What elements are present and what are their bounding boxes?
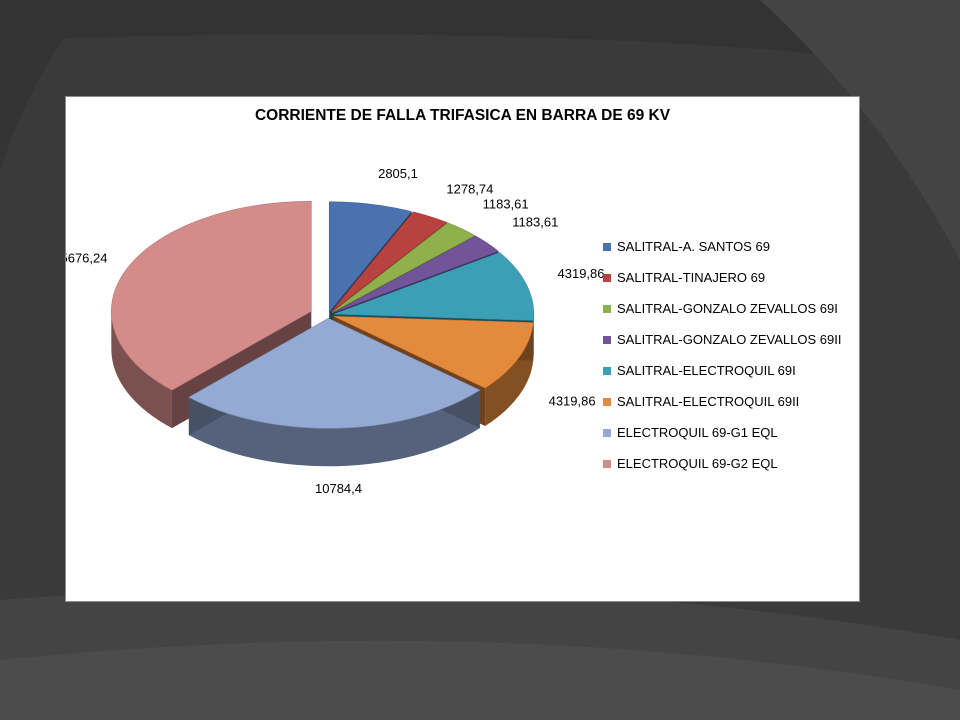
legend-swatch <box>603 304 611 313</box>
pie-slice-salitral-gonzalo-zevallos-69i <box>331 222 476 313</box>
legend-swatch <box>603 335 611 344</box>
legend-swatch <box>603 242 611 251</box>
pie-chart: 2805,11278,741183,611183,614319,864319,8… <box>66 166 605 496</box>
pie-slice-outer-wall <box>188 390 480 467</box>
legend-item-electroquil-69-g1-eql: ELECTROQUIL 69-G1 EQL <box>603 417 841 448</box>
legend-label: ELECTROQUIL 69-G2 EQL <box>617 456 778 471</box>
pie-slice-salitral-a-santos-69 <box>328 201 413 313</box>
legend-label: SALITRAL-A. SANTOS 69 <box>617 239 770 254</box>
legend-item-salitral-tinajero-69: SALITRAL-TINAJERO 69 <box>603 262 841 293</box>
data-label-salitral-tinajero-69: 1278,74 <box>446 182 493 197</box>
pie-slice-electroquil-69-g2-eql <box>111 200 312 391</box>
pie-slice-salitral-gonzalo-zevallos-69ii <box>332 235 499 314</box>
data-label-electroquil-69-g1-eql: 10784,4 <box>315 481 362 496</box>
chart-title: CORRIENTE DE FALLA TRIFASICA EN BARRA DE… <box>254 107 671 124</box>
data-label-salitral-gonzalo-zevallos-69i: 1183,61 <box>483 197 529 212</box>
legend-label: SALITRAL-GONZALO ZEVALLOS 69I <box>617 301 838 316</box>
chart-area: CORRIENTE DE FALLA TRIFASICA EN BARRA DE… <box>65 96 860 602</box>
legend-label: SALITRAL-GONZALO ZEVALLOS 69II <box>617 332 842 347</box>
legend-item-salitral-a-santos-69: SALITRAL-A. SANTOS 69 <box>603 231 841 262</box>
legend-item-salitral-gonzalo-zevallos-69i: SALITRAL-GONZALO ZEVALLOS 69I <box>603 293 841 324</box>
data-label-salitral-gonzalo-zevallos-69ii: 1183,61 <box>512 214 558 229</box>
legend-label: SALITRAL-ELECTROQUIL 69I <box>617 363 796 378</box>
chart-legend: SALITRAL-A. SANTOS 69 SALITRAL-TINAJERO 6… <box>603 231 841 479</box>
data-label-salitral-electroquil-69i: 4319,86 <box>558 266 605 281</box>
legend-item-salitral-gonzalo-zevallos-69ii: SALITRAL-GONZALO ZEVALLOS 69II <box>603 324 841 355</box>
legend-swatch <box>603 366 611 375</box>
legend-item-salitral-electroquil-69i: SALITRAL-ELECTROQUIL 69I <box>603 355 841 386</box>
data-label-electroquil-69-g2-eql: 15676,24 <box>66 250 108 265</box>
legend-swatch <box>603 397 611 406</box>
legend-item-electroquil-69-g2-eql: ELECTROQUIL 69-G2 EQL <box>603 448 841 479</box>
legend-label: SALITRAL-TINAJERO 69 <box>617 270 766 285</box>
legend-label: ELECTROQUIL 69-G1 EQL <box>617 425 778 440</box>
legend-item-salitral-electroquil-69ii: SALITRAL-ELECTROQUIL 69II <box>603 386 841 417</box>
pie-slice-salitral-electroquil-69i <box>333 252 535 321</box>
pie-top-faces <box>111 200 535 429</box>
pie-slice-outer-wall <box>485 322 534 427</box>
legend-label: SALITRAL-ELECTROQUIL 69II <box>617 394 800 409</box>
pie-slice-salitral-electroquil-69ii <box>333 315 534 389</box>
data-label-salitral-a-santos-69: 2805,1 <box>378 166 418 181</box>
pie-slice-salitral-tinajero-69 <box>330 211 448 313</box>
legend-swatch <box>603 428 611 437</box>
data-label-salitral-electroquil-69ii: 4319,86 <box>549 394 596 409</box>
pie-slice-electroquil-69-g1-eql <box>188 317 481 429</box>
pie-data-labels: 2805,11278,741183,611183,614319,864319,8… <box>66 166 605 496</box>
legend-swatch <box>603 459 611 468</box>
legend-swatch <box>603 273 611 282</box>
